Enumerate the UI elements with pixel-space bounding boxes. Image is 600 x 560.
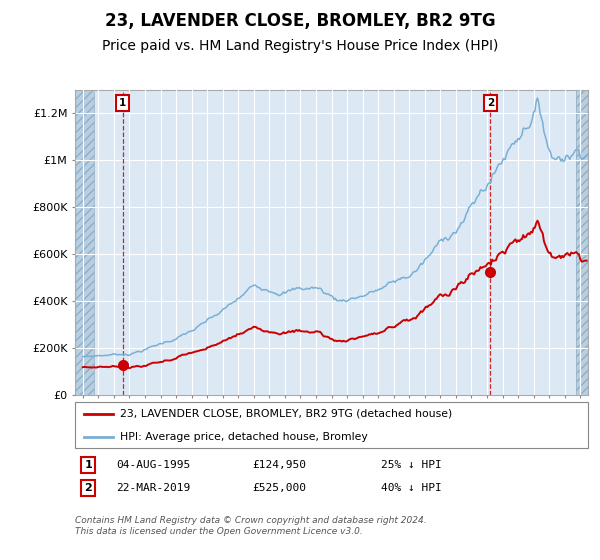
Text: 04-AUG-1995: 04-AUG-1995 (116, 460, 190, 470)
Text: Price paid vs. HM Land Registry's House Price Index (HPI): Price paid vs. HM Land Registry's House … (102, 39, 498, 53)
Text: 23, LAVENDER CLOSE, BROMLEY, BR2 9TG: 23, LAVENDER CLOSE, BROMLEY, BR2 9TG (104, 12, 496, 30)
Text: 23, LAVENDER CLOSE, BROMLEY, BR2 9TG (detached house): 23, LAVENDER CLOSE, BROMLEY, BR2 9TG (de… (120, 409, 452, 418)
Text: 22-MAR-2019: 22-MAR-2019 (116, 483, 190, 493)
Text: £124,950: £124,950 (252, 460, 306, 470)
Text: 25% ↓ HPI: 25% ↓ HPI (381, 460, 442, 470)
Text: 40% ↓ HPI: 40% ↓ HPI (381, 483, 442, 493)
Bar (75, 90, 94, 395)
Text: 1: 1 (119, 99, 127, 108)
Bar (75, 90, 94, 395)
Bar (577, 90, 588, 395)
Text: 2: 2 (85, 483, 92, 493)
Text: £525,000: £525,000 (252, 483, 306, 493)
Text: 1: 1 (85, 460, 92, 470)
Text: HPI: Average price, detached house, Bromley: HPI: Average price, detached house, Brom… (120, 432, 368, 441)
Bar (577, 90, 588, 395)
Text: Contains HM Land Registry data © Crown copyright and database right 2024.
This d: Contains HM Land Registry data © Crown c… (75, 516, 427, 536)
Text: 2: 2 (487, 99, 494, 108)
